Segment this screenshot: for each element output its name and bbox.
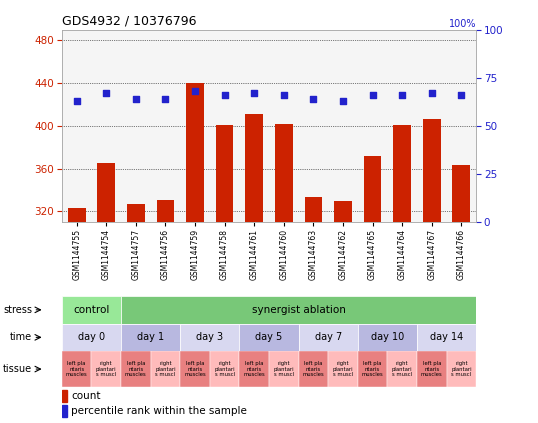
Point [131,96,140,102]
Bar [121,324,180,351]
Bar [328,351,358,387]
Text: left pla
ntaris
muscles: left pla ntaris muscles [243,361,265,377]
Text: synergist ablation: synergist ablation [252,305,345,315]
Text: right
plantari
s muscl: right plantari s muscl [392,361,413,377]
Bar [299,351,328,387]
Text: left pla
ntaris
muscles: left pla ntaris muscles [362,361,384,377]
Bar [62,296,121,324]
Text: left pla
ntaris
muscles: left pla ntaris muscles [66,361,88,377]
Bar [97,163,115,222]
Point [368,92,377,99]
Text: right
plantari
s muscl: right plantari s muscl [96,361,117,377]
Point [190,88,199,95]
Bar [358,351,387,387]
Bar [180,324,239,351]
Text: tissue: tissue [3,364,32,374]
Point [102,90,111,96]
Point [161,96,170,102]
Point [72,97,81,104]
Bar [447,351,476,387]
Bar [275,124,293,222]
Bar [239,351,269,387]
Text: 100%: 100% [449,19,476,29]
Bar [121,351,151,387]
Point [339,97,348,104]
Text: day 0: day 0 [78,332,105,342]
Text: right
plantari
s muscl: right plantari s muscl [332,361,353,377]
Bar [393,125,411,222]
Text: control: control [73,305,110,315]
Bar [245,114,263,222]
Bar [151,351,180,387]
Bar [364,156,381,222]
Bar [210,351,239,387]
Text: GDS4932 / 10376796: GDS4932 / 10376796 [62,14,196,27]
Bar [299,324,358,351]
Bar [269,351,299,387]
Bar [62,324,121,351]
Bar [423,119,441,222]
Point [250,90,258,96]
Point [427,90,436,96]
Text: left pla
ntaris
muscles: left pla ntaris muscles [421,361,443,377]
Text: right
plantari
s muscl: right plantari s muscl [155,361,176,377]
Bar [216,125,233,222]
Bar [417,351,447,387]
Text: left pla
ntaris
muscles: left pla ntaris muscles [184,361,206,377]
Bar [91,351,121,387]
Bar [127,204,145,222]
Bar [157,200,174,222]
Text: right
plantari
s muscl: right plantari s muscl [214,361,235,377]
Bar [180,351,210,387]
Bar [387,351,417,387]
Text: day 10: day 10 [371,332,404,342]
Text: stress: stress [3,305,32,315]
Point [309,96,317,102]
Bar [358,324,417,351]
Text: day 14: day 14 [430,332,463,342]
Bar [186,83,204,222]
Bar [417,324,476,351]
Text: day 1: day 1 [137,332,164,342]
Text: left pla
ntaris
muscles: left pla ntaris muscles [302,361,324,377]
Bar [62,351,91,387]
Point [457,92,465,99]
Bar [62,405,67,417]
Text: left pla
ntaris
muscles: left pla ntaris muscles [125,361,147,377]
Bar [452,165,470,222]
Text: day 7: day 7 [315,332,342,342]
Point [220,92,229,99]
Bar [68,208,86,222]
Bar [239,324,299,351]
Bar [121,296,476,324]
Bar [62,390,67,402]
Text: right
plantari
s muscl: right plantari s muscl [451,361,472,377]
Text: day 3: day 3 [196,332,223,342]
Text: percentile rank within the sample: percentile rank within the sample [71,406,247,416]
Point [279,92,288,99]
Bar [305,198,322,222]
Point [398,92,406,99]
Text: right
plantari
s muscl: right plantari s muscl [273,361,294,377]
Text: count: count [71,391,101,401]
Text: time: time [10,332,32,342]
Text: day 5: day 5 [256,332,282,342]
Bar [334,201,352,222]
